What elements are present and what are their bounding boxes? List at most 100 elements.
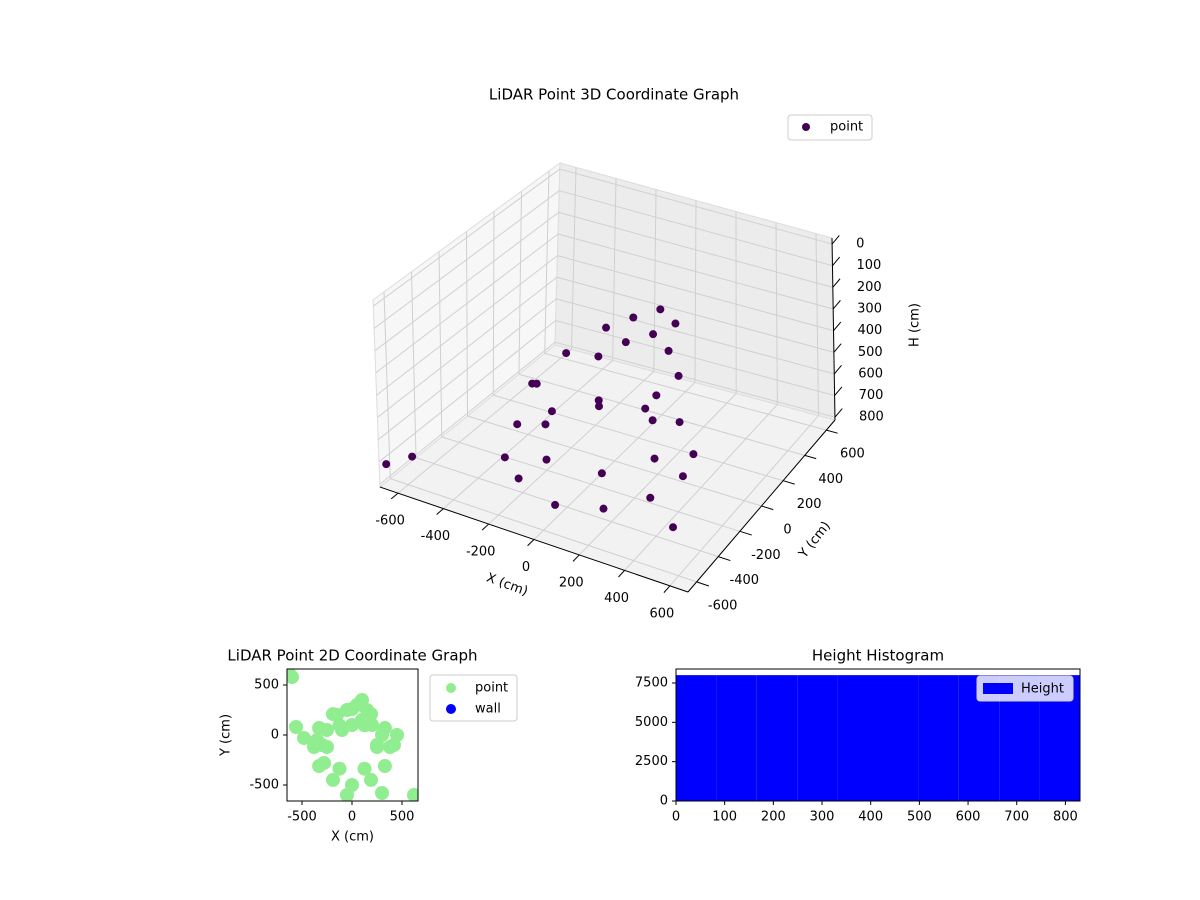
- grid-line: [411, 271, 417, 458]
- y-tick-label: 0: [783, 523, 791, 538]
- y-tick-label: 5000: [635, 715, 668, 730]
- grid-line: [544, 171, 550, 354]
- grid-line: [570, 167, 577, 350]
- data-point: [382, 460, 391, 469]
- data-point: [551, 500, 560, 509]
- data-point: [650, 454, 659, 463]
- y-axis-label: Y (cm): [796, 519, 834, 562]
- data-point: [664, 346, 673, 355]
- data-point: [289, 720, 303, 734]
- legend-marker: [446, 683, 456, 693]
- data-point: [365, 718, 379, 732]
- z-tick-label: 0: [856, 237, 864, 252]
- tick-mark: [832, 300, 841, 310]
- histogram-bar: [918, 675, 959, 801]
- z-tick-label: 300: [857, 301, 882, 316]
- data-point: [689, 450, 698, 459]
- z-tick-label: 700: [859, 388, 884, 403]
- grid-line: [559, 168, 833, 245]
- grid-line: [373, 190, 560, 329]
- grid-line: [556, 298, 835, 375]
- axes-frame: [675, 668, 1081, 802]
- legend-box: [787, 114, 873, 141]
- x-tick-label: 0: [348, 810, 356, 825]
- data-point: [594, 352, 603, 361]
- grid-line: [467, 415, 762, 507]
- tick-mark: [572, 554, 580, 562]
- x-tick-label: 400: [604, 591, 629, 606]
- tick-mark: [782, 480, 795, 485]
- y-tick-label: 500: [254, 678, 279, 693]
- data-point: [332, 761, 347, 776]
- data-point: [326, 772, 340, 787]
- tick-mark: [834, 386, 843, 396]
- data-point: [541, 420, 550, 429]
- legend-label: point: [830, 120, 863, 135]
- grid-line: [377, 276, 558, 418]
- x-tick-label: 700: [1004, 810, 1029, 825]
- histogram-bar: [756, 675, 798, 801]
- data-point: [646, 493, 655, 502]
- grid-line: [555, 320, 835, 397]
- histogram-bar: [797, 675, 838, 801]
- data-point: [621, 338, 630, 347]
- tick-mark: [663, 585, 671, 593]
- legend-label: wall: [475, 702, 501, 717]
- data-point: [409, 790, 418, 801]
- x-tick-label: -600: [375, 514, 405, 529]
- tick-mark: [834, 408, 843, 418]
- data-point: [678, 472, 687, 481]
- y-axis-label: Y (cm): [219, 714, 234, 757]
- grid-line: [518, 191, 522, 375]
- grid-line: [557, 255, 834, 332]
- x-tick-label: -500: [287, 810, 317, 825]
- z-axis-label: H (cm): [908, 303, 923, 347]
- data-point: [649, 330, 658, 339]
- x-tick-label: 800: [1053, 810, 1078, 825]
- data-point: [370, 738, 384, 752]
- data-point: [297, 731, 311, 745]
- x-tick-label: 400: [858, 810, 883, 825]
- histogram-bar: [716, 675, 757, 801]
- data-point: [375, 786, 389, 800]
- tick-mark: [390, 492, 399, 500]
- data-point: [652, 391, 661, 400]
- grid-line: [390, 478, 697, 583]
- z-tick-label: 600: [858, 366, 883, 381]
- grid-line: [557, 233, 834, 310]
- chart-title: LiDAR Point 2D Coordinate Graph: [227, 647, 477, 665]
- y-tick-label: 400: [818, 472, 843, 487]
- axis-line: [379, 486, 689, 593]
- grid-line: [544, 352, 827, 431]
- tick-mark: [436, 508, 444, 515]
- tick-mark: [833, 343, 842, 353]
- x-tick-label: 200: [761, 810, 786, 825]
- grid-line: [438, 251, 443, 437]
- grid-line: [694, 200, 697, 383]
- grid-line: [518, 373, 805, 456]
- tick-mark: [618, 570, 625, 578]
- y-tick-label: 200: [797, 497, 822, 512]
- tick-mark: [481, 523, 490, 531]
- x-tick-label: 500: [907, 810, 932, 825]
- x-tick-label: 300: [810, 810, 835, 825]
- plot-area: [287, 669, 418, 801]
- z-tick-label: 400: [858, 323, 883, 338]
- data-point: [547, 407, 556, 416]
- y-tick-label: -600: [708, 598, 738, 613]
- grid-line: [383, 291, 391, 479]
- legend-label: point: [475, 681, 508, 696]
- data-point: [387, 738, 401, 752]
- data-point: [377, 759, 392, 773]
- y-tick-label: 0: [660, 794, 668, 809]
- data-point: [597, 469, 606, 478]
- x-tick-label: 600: [956, 810, 981, 825]
- histogram-bar: [676, 675, 717, 801]
- data-point: [287, 670, 299, 684]
- grid-line: [374, 211, 559, 352]
- grid-line: [376, 255, 558, 396]
- x-tick-label: 0: [522, 560, 530, 575]
- grid-line: [815, 233, 820, 416]
- data-point: [656, 305, 665, 314]
